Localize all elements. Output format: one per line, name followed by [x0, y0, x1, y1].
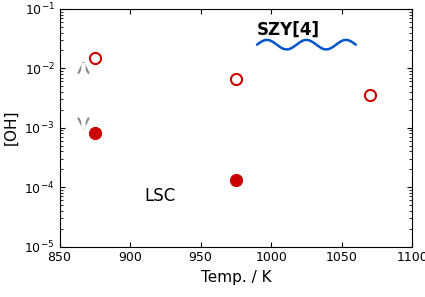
X-axis label: Temp. / K: Temp. / K [201, 270, 271, 285]
Text: SZY[4]: SZY[4] [257, 20, 320, 38]
Y-axis label: [OH]: [OH] [4, 110, 19, 146]
Text: LSC: LSC [144, 187, 176, 205]
